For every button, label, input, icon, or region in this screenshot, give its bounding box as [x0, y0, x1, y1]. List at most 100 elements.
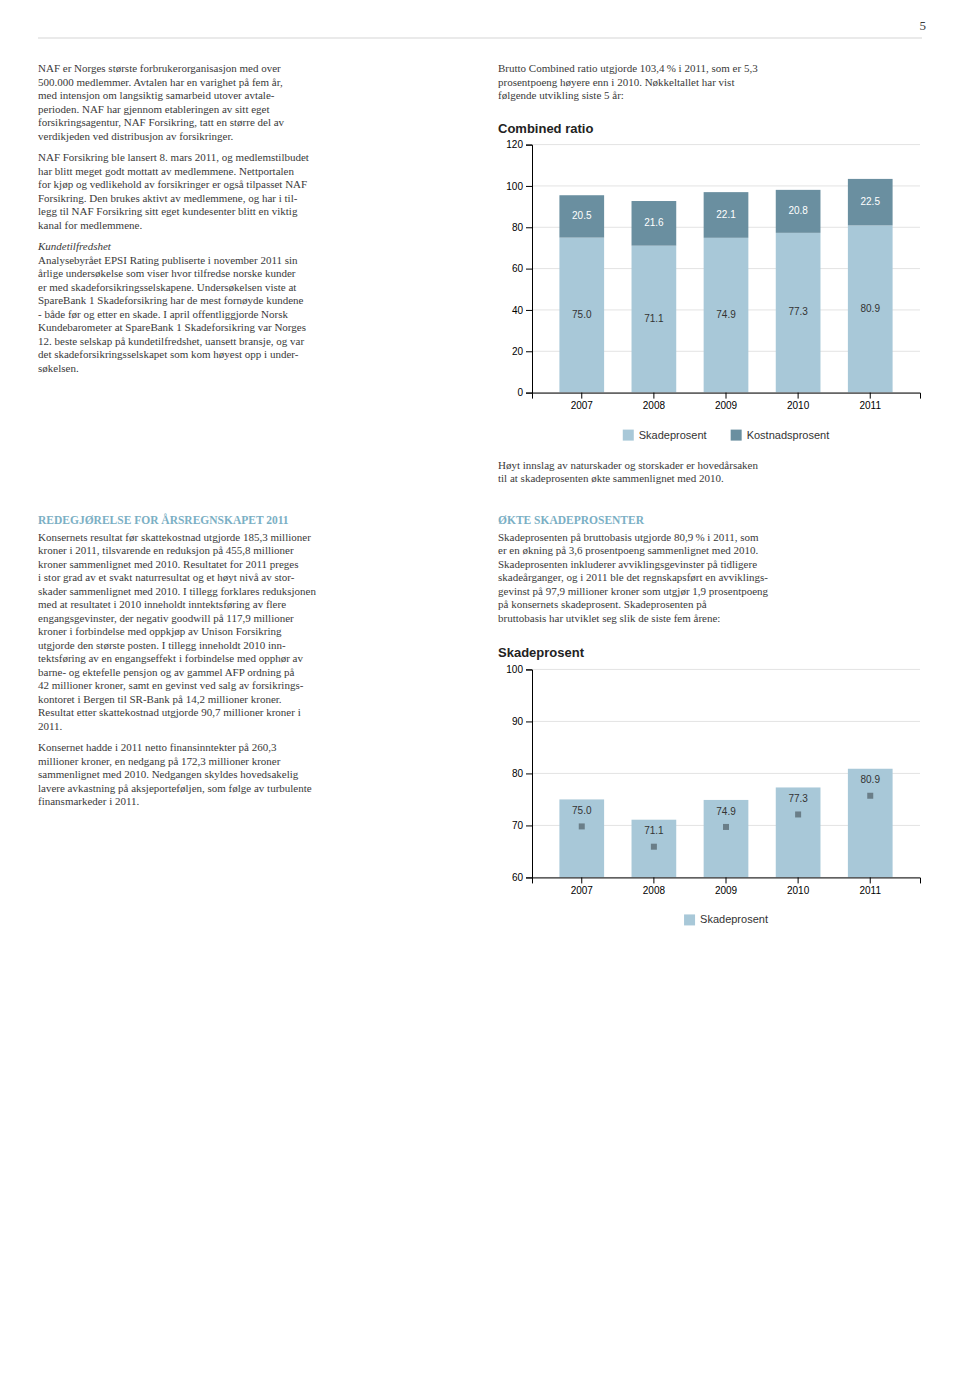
body-text-line: er med skadeforsikringsselskapene. Under… — [38, 281, 296, 293]
x-tick: 2010 — [787, 393, 810, 411]
bar — [632, 201, 677, 246]
x-tick-label: 2011 — [859, 400, 881, 411]
page-number: 5 — [920, 18, 927, 33]
y-tick-mark — [526, 269, 532, 270]
y-axis: 60708090100 — [506, 664, 532, 883]
grid-line — [532, 669, 920, 670]
body-text-line: perioden. NAF har gjennom etableringen a… — [38, 103, 270, 115]
y-tick-label: 80 — [512, 222, 524, 233]
bar — [704, 192, 749, 238]
body-text-line: med at resultatet i 2010 inneholdt innte… — [38, 598, 286, 610]
body-text-line: NAF er Norges største forbrukerorganisas… — [38, 62, 281, 74]
body-text-line: skader sammenlignet med 2010. I tillegg … — [38, 585, 316, 597]
data-label: 75.0 — [572, 309, 592, 320]
body-text-line: årlige undersøkelse som viser hvor tilfr… — [38, 267, 296, 279]
x-tick-mark — [653, 877, 654, 883]
y-tick: 100 — [506, 181, 532, 192]
body-text-line: kroner i forbindelse med oppkjøp av Unis… — [38, 625, 282, 637]
body-text-line: er en økning på 3,6 prosentpoeng sammenl… — [498, 544, 759, 556]
y-tick-mark — [526, 227, 532, 228]
body-text-line: Skadeprosenten inkluderer avviklingsgevi… — [498, 558, 757, 570]
x-tick-label: 2010 — [787, 885, 810, 896]
y-tick-label: 60 — [512, 263, 524, 274]
body-text-line: Konsernet hadde i 2011 netto finansinnte… — [38, 741, 277, 753]
body-text-line: lavere avkastning på aksjeporteføljen, s… — [38, 782, 312, 794]
body-text-line: prosentpoeng høyere enn i 2010. Nøkkelta… — [498, 76, 734, 88]
legend-label: Skadeprosent — [639, 429, 707, 441]
x-tick-label: 2007 — [571, 885, 594, 896]
body-text-line: med intensjon om langsiktig samarbeid ut… — [38, 89, 275, 101]
data-label: 77.3 — [788, 793, 808, 804]
x-tick: 2008 — [643, 393, 666, 411]
page-svg: 5 NAF er Norges største forbrukerorganisa… — [0, 0, 960, 1380]
body-text-line: 42 millioner kroner, samt en gevinst ved… — [38, 679, 304, 691]
y-tick-label: 100 — [506, 664, 523, 675]
x-axis: 20072008200920102011 — [533, 393, 921, 411]
bar — [704, 800, 749, 877]
body-text-line: følgende utvikling siste 5 år: — [498, 89, 624, 101]
body-text-line: legg til NAF Forsikring sitt eget kundes… — [38, 205, 298, 217]
y-tick: 80 — [512, 222, 532, 233]
data-label: 71.1 — [644, 825, 664, 836]
x-tick-mark — [798, 877, 799, 883]
body-text-line: Kundebarometer at SpareBank 1 Skadeforsi… — [38, 321, 306, 333]
y-tick-mark — [526, 825, 532, 826]
marker — [867, 793, 873, 799]
marks — [559, 179, 892, 393]
y-tick-label: 70 — [512, 820, 524, 831]
y-tick-mark — [526, 186, 532, 187]
body-text-line: kroner sammenlignet med 2010. Resultatet… — [38, 558, 298, 570]
legend-label: Skadeprosent — [700, 913, 768, 925]
x-tick-mark — [653, 393, 654, 399]
bar — [559, 238, 604, 393]
section-heading: ØKTE SKADEPROSENTER — [498, 514, 645, 526]
body-text-line: kroner i 2011, tilsvarende en reduksjon … — [38, 544, 294, 556]
x-tick-label: 2009 — [715, 885, 738, 896]
x-tick-label: 2008 — [643, 885, 666, 896]
y-tick-label: 0 — [517, 387, 523, 398]
x-tick-label: 2010 — [787, 400, 810, 411]
y-axis-line — [526, 670, 533, 878]
y-tick-mark — [526, 773, 532, 774]
bar — [848, 225, 893, 392]
y-axis: 020406080100120 — [506, 139, 532, 398]
y-tick-mark — [526, 310, 532, 311]
body-text-line: det skadeforsikringsselskapet som kom hø… — [38, 348, 299, 360]
legend-swatch — [684, 914, 695, 925]
body-text-line: kanal for medlemmene. — [38, 219, 142, 231]
body-text-line: 12. beste selskap på kundetilfredshet, u… — [38, 335, 304, 347]
body-text-line: 500.000 medlemmer. Avtalen har en varigh… — [38, 76, 283, 88]
x-tick-mark — [798, 393, 799, 399]
y-axis-line — [526, 145, 533, 393]
legend-item: Skadeprosent — [623, 429, 707, 441]
x-tick-mark — [581, 877, 582, 883]
legend: Skadeprosent — [684, 913, 768, 925]
top-rule — [38, 38, 922, 39]
y-tick-label: 80 — [512, 768, 524, 779]
bar — [632, 820, 677, 878]
bar — [848, 179, 893, 226]
body-text-line: finansmarkeder i 2011. — [38, 795, 140, 807]
data-label: 75.0 — [572, 805, 592, 816]
body-text-line: på konsernets skadeprosent. Skadeprosent… — [498, 598, 707, 610]
marker — [651, 844, 657, 850]
body-text-line: NAF Forsikring ble lansert 8. mars 2011,… — [38, 151, 309, 163]
chart-title: Skadeprosent — [498, 645, 585, 660]
body-text-line: utgjorde den største posten. I tillegg i… — [38, 639, 286, 651]
data-label: 22.1 — [716, 209, 736, 220]
body-text-line: søkelsen. — [38, 362, 79, 374]
chart: 75.071.174.977.380.920.521.622.120.822.5… — [498, 121, 921, 441]
y-tick: 120 — [506, 139, 532, 150]
body-text-line: barne- og ektefelle pensjon og av gammel… — [38, 666, 295, 678]
body-text-line: Brutto Combined ratio utgjorde 103,4 % i… — [498, 62, 758, 74]
body-text-line: forsikringsagentur, NAF Forsikring, tatt… — [38, 116, 285, 128]
body-text-line: engangsgevinster, der negativ goodwill p… — [38, 612, 294, 624]
legend-swatch — [731, 430, 742, 441]
body-text-line: tektsføring av en engangseffekt i forbin… — [38, 652, 303, 664]
y-tick: 60 — [512, 263, 532, 274]
y-tick-label: 60 — [512, 872, 524, 883]
y-tick-mark — [526, 721, 532, 722]
body-text-line: bruttobasis har utviklet seg slik de sis… — [498, 612, 720, 624]
body-text-line: verdikjeden ved distribusjon av forsikri… — [38, 130, 233, 142]
y-tick-label: 20 — [512, 346, 524, 357]
